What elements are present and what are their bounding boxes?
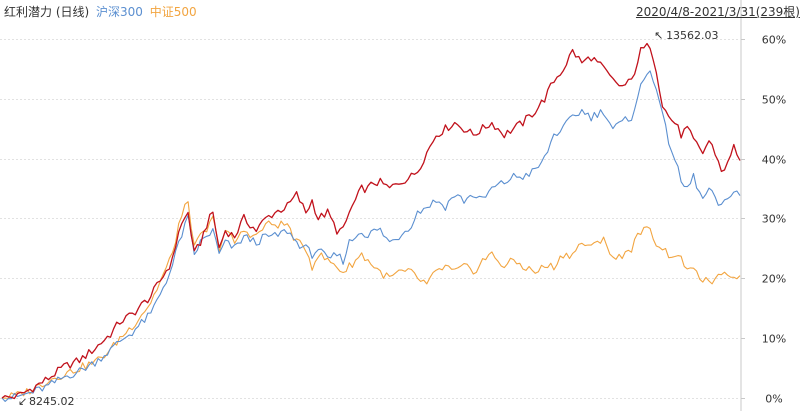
legend-main-series[interactable]: 红利潜力 (日线) <box>4 5 90 19</box>
y-tick-label: 40% <box>762 154 786 167</box>
series-lines <box>1 42 741 402</box>
legend: 红利潜力 (日线) 沪深300 中证500 <box>4 3 200 20</box>
max-pointer-arrow: ↖ <box>654 29 663 42</box>
y-tick-label: 50% <box>762 94 786 107</box>
series-line-zz500 <box>1 201 741 400</box>
max-value-label: 13562.03 <box>666 29 719 42</box>
y-tick-label: 20% <box>762 273 786 286</box>
y-tick-label: 0% <box>765 393 782 406</box>
date-range-label[interactable]: 2020/4/8-2021/3/31(239根) <box>635 5 800 19</box>
series-line-hs300 <box>1 70 741 402</box>
grid-lines <box>0 39 740 399</box>
y-axis: 0% 10% 20% 30% 40% 50% 60% <box>740 0 786 411</box>
y-tick-label: 10% <box>762 333 786 346</box>
legend-zz500[interactable]: 中证500 <box>149 5 197 19</box>
min-value-label: 8245.02 <box>29 395 75 408</box>
annotations: 13562.03 ↖ 8245.02 ↙ <box>18 29 719 408</box>
min-pointer-arrow: ↙ <box>18 395 27 408</box>
y-tick-label: 30% <box>762 213 786 226</box>
series-line-main <box>1 42 741 400</box>
y-tick-label: 60% <box>762 34 786 47</box>
legend-hs300[interactable]: 沪深300 <box>96 5 143 19</box>
